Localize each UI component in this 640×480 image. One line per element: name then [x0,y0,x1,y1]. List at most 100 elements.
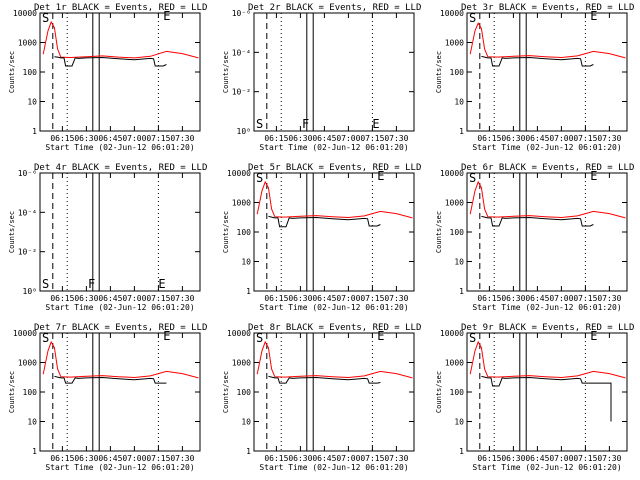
y-tick-label: 10 [241,418,251,427]
x-tick-label: 06:15 [50,454,74,463]
detector-panel: Det 3r BLACK = Events, RED = LLD 1 10 100 10… [435,3,634,152]
y-tick-label: 100 [23,68,38,77]
series-line-events [481,375,612,422]
chart-title: Det 7r BLACK = Events, RED = LLD [34,323,207,333]
x-tick-label: 06:15 [50,294,74,303]
y-axis-label: Counts/sec [8,51,16,93]
x-tick-label: 06:45 [98,454,122,463]
y-tick-label: 10⁰ [237,127,251,136]
x-tick-label: 07:30 [384,454,408,463]
detector-panel: Det 5r BLACK = Events, RED = LLD 1 10 100 10… [222,163,421,312]
y-tick-label: 10⁰ [23,287,37,296]
series-line-events [54,56,167,67]
series-line-lld [256,180,413,219]
x-tick-label: 07:15 [360,134,384,143]
y-tick-label: 1 [459,447,464,456]
series-line-lld [42,340,199,379]
x-tick-label: 07:30 [170,454,194,463]
y-tick-label: 10000 [227,169,251,178]
detector-panel: Det 2r BLACK = Events, RED = LLD 10⁰ 10⁻² 1… [222,3,421,152]
series-line-lld [256,340,413,379]
x-axis-label: Start Time (02-Jun-12 06:01:20) [45,463,194,472]
event-marker-e: E [590,9,597,23]
x-tick-label: 07:15 [146,294,170,303]
event-marker-e: E [377,329,384,343]
y-tick-label: 1 [32,447,37,456]
y-tick-label: 1 [459,287,464,296]
y-tick-label: 10000 [440,9,464,18]
x-tick-label: 06:45 [312,134,336,143]
x-tick-label: 06:15 [477,454,501,463]
event-marker-f: F [302,117,309,131]
event-marker-s: S [469,171,476,185]
event-marker-s: S [42,11,49,25]
x-tick-label: 07:30 [597,294,621,303]
event-marker-s: S [42,331,49,345]
x-tick-label: 06:15 [264,134,288,143]
y-tick-label: 10⁻⁶ [18,169,37,178]
y-tick-label: 10 [454,418,464,427]
y-tick-label: 10 [454,258,464,267]
x-tick-label: 07:00 [336,454,360,463]
y-tick-label: 100 [237,388,252,397]
y-tick-label: 1000 [232,359,251,368]
x-axis-label: Start Time (02-Jun-12 06:01:20) [472,143,621,152]
y-tick-label: 100 [450,388,465,397]
y-axis-label: Counts/sec [435,51,443,93]
x-tick-label: 06:45 [98,134,122,143]
y-tick-label: 10⁻² [18,248,37,257]
plot-frame [253,332,415,452]
x-tick-label: 06:30 [288,134,312,143]
x-tick-label: 07:15 [360,454,384,463]
x-tick-label: 07:30 [597,134,621,143]
series-line-events [481,215,594,227]
chart-title: Det 9r BLACK = Events, RED = LLD [461,323,634,333]
event-marker-s: S [256,331,263,345]
y-tick-label: 10⁻⁴ [232,48,251,57]
y-tick-label: 100 [23,388,38,397]
y-tick-label: 100 [450,68,465,77]
plot-frame [253,172,415,292]
x-axis-label: Start Time (02-Jun-12 06:01:20) [472,303,621,312]
series-line-events [54,375,167,384]
x-tick-label: 06:15 [50,134,74,143]
y-tick-label: 1000 [232,199,251,208]
series-line-lld [469,340,626,379]
chart-title: Det 2r BLACK = Events, RED = LLD [248,3,421,13]
y-tick-label: 1 [246,447,251,456]
x-tick-label: 07:30 [170,134,194,143]
y-axis-label: Counts/sec [8,371,16,413]
x-tick-label: 07:15 [146,134,170,143]
y-tick-label: 10⁻⁶ [232,9,251,18]
x-tick-label: 06:45 [525,294,549,303]
chart-title: Det 3r BLACK = Events, RED = LLD [461,3,634,13]
x-tick-label: 06:15 [264,454,288,463]
x-tick-label: 06:30 [501,294,525,303]
event-marker-e: E [590,329,597,343]
y-tick-label: 10 [241,258,251,267]
detector-panel: Det 4r BLACK = Events, RED = LLD 10⁰ 10⁻² 1… [8,163,207,312]
y-tick-label: 1000 [445,359,464,368]
event-marker-e: E [158,277,165,291]
x-tick-label: 07:00 [549,454,573,463]
y-tick-label: 1 [459,127,464,136]
series-line-lld [42,20,199,59]
x-tick-label: 06:30 [288,294,312,303]
y-tick-label: 10 [27,98,37,107]
y-tick-label: 1000 [18,359,37,368]
x-axis-label: Start Time (02-Jun-12 06:01:20) [259,463,408,472]
y-tick-label: 1 [246,287,251,296]
plot-frame [466,12,628,132]
y-tick-label: 10000 [13,329,37,338]
plot-frame [39,172,201,292]
x-tick-label: 06:45 [525,134,549,143]
x-tick-label: 07:00 [122,294,146,303]
chart-title: Det 1r BLACK = Events, RED = LLD [34,3,207,13]
x-axis-label: Start Time (02-Jun-12 06:01:20) [45,303,194,312]
detector-panel: Det 8r BLACK = Events, RED = LLD 1 10 100 10… [222,323,421,472]
x-tick-label: 07:15 [360,294,384,303]
x-axis-label: Start Time (02-Jun-12 06:01:20) [259,303,408,312]
x-tick-label: 06:45 [525,454,549,463]
y-tick-label: 10 [27,418,37,427]
plot-frame [466,332,628,452]
